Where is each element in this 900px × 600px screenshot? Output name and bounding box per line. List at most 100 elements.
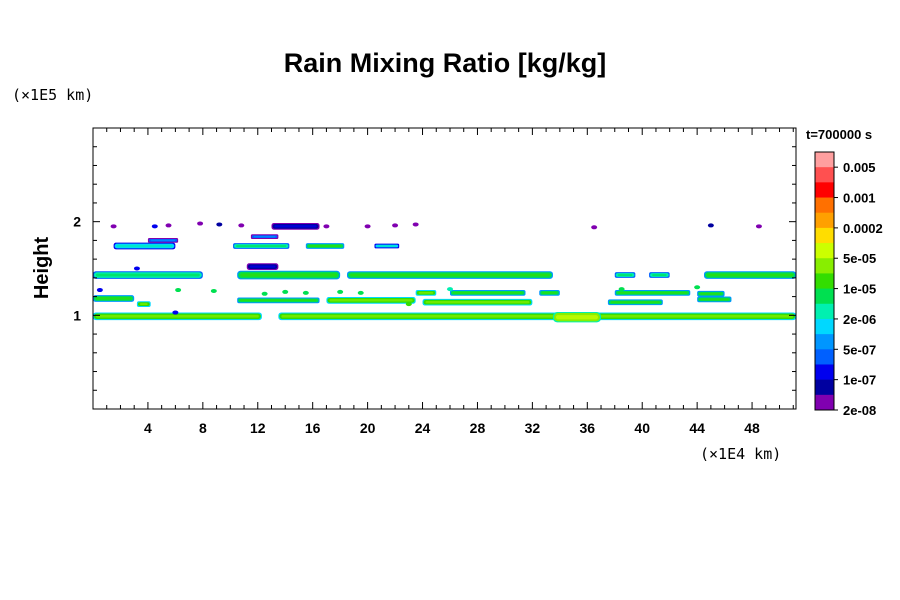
rain-cell xyxy=(302,290,309,295)
rain-band xyxy=(113,242,176,250)
rain-cell xyxy=(210,288,217,293)
rain-cell xyxy=(337,289,344,294)
rain-cell xyxy=(96,288,103,293)
rain-band-core xyxy=(350,273,550,277)
rain-cell xyxy=(261,291,268,296)
rain-band-core xyxy=(308,245,342,247)
time-label: t=700000 s xyxy=(806,127,872,142)
rain-band-core xyxy=(236,245,287,247)
colorbar-label: 0.001 xyxy=(843,191,876,206)
rain-band xyxy=(250,234,279,240)
rain-band xyxy=(607,299,663,306)
rain-band-core xyxy=(610,301,660,304)
colorbar-label: 2e-06 xyxy=(843,312,876,327)
rain-cell xyxy=(197,221,204,226)
rain-band xyxy=(93,271,203,279)
rain-band-core xyxy=(96,297,132,300)
rain-band-core xyxy=(249,265,276,268)
rain-band xyxy=(237,270,341,280)
rain-band xyxy=(697,290,725,297)
y-axis-label: Height xyxy=(31,237,53,300)
rain-cell xyxy=(364,224,371,229)
plot-data-layer xyxy=(93,221,796,323)
rain-band-core xyxy=(700,298,729,301)
rain-band xyxy=(93,295,135,302)
x-tick-label: 24 xyxy=(415,420,431,436)
colorbar-segment xyxy=(815,364,834,381)
rain-band xyxy=(93,312,262,321)
rain-band xyxy=(278,312,796,321)
rain-band-core xyxy=(274,225,317,228)
x-tick-label: 36 xyxy=(580,420,596,436)
x-tick-label: 8 xyxy=(199,420,207,436)
rain-band xyxy=(697,296,732,303)
rain-cell xyxy=(618,287,625,292)
rain-cell xyxy=(412,222,419,227)
rain-cell xyxy=(446,287,453,292)
rain-band xyxy=(246,263,279,270)
rain-cell xyxy=(151,224,158,229)
colorbar-label: 1e-07 xyxy=(843,373,876,388)
colorbar-segment xyxy=(815,197,834,214)
colorbar-segment xyxy=(815,334,834,350)
rain-cell xyxy=(238,223,245,228)
rain-band-core xyxy=(418,291,434,294)
colorbar-segment xyxy=(815,152,834,168)
rain-band xyxy=(415,289,437,296)
x-tick-label: 12 xyxy=(250,420,266,436)
x-tick-label: 44 xyxy=(689,420,705,436)
rain-band xyxy=(136,301,151,307)
colorbar-segment xyxy=(815,212,834,229)
rain-cell xyxy=(357,290,364,295)
rain-band-core xyxy=(240,299,317,302)
rain-band-core xyxy=(116,244,173,248)
colorbar-segment xyxy=(815,258,834,274)
rain-band-core xyxy=(617,274,633,276)
rain-band xyxy=(449,289,526,296)
rain-cell xyxy=(175,288,182,293)
rain-cell xyxy=(405,302,412,307)
colorbar: 0.005 0.001 0.0002 5e-05 1e-05 2e-06 5e-07 1e-0… xyxy=(814,151,883,418)
rain-band xyxy=(233,243,290,249)
rain-cell xyxy=(694,285,701,290)
x-tick-label: 20 xyxy=(360,420,376,436)
rain-band-core xyxy=(139,303,148,306)
y-axis-unit: (×1E5 km) xyxy=(12,86,94,104)
rain-band-core xyxy=(281,314,793,318)
colorbar-label: 5e-05 xyxy=(843,251,876,266)
colorbar-segment xyxy=(815,182,834,199)
rain-cell xyxy=(755,224,762,229)
rain-band xyxy=(539,289,560,296)
rain-cell xyxy=(392,223,399,228)
y-tick-label: 2 xyxy=(73,214,81,230)
colorbar-segment xyxy=(815,318,834,335)
x-tick-label: 16 xyxy=(305,420,321,436)
x-tick-label: 40 xyxy=(634,420,650,436)
rain-band-core xyxy=(329,299,413,302)
rain-band-core xyxy=(253,235,276,238)
rain-cell xyxy=(165,223,172,228)
colorbar-segment xyxy=(815,349,834,365)
rain-band-core xyxy=(96,314,259,318)
rain-band-core xyxy=(617,291,688,294)
rain-band xyxy=(374,243,400,249)
rain-cell xyxy=(110,224,117,229)
rain-band xyxy=(347,271,553,279)
colorbar-label: 1e-05 xyxy=(843,282,876,297)
rain-band-core xyxy=(425,301,530,304)
rain-band xyxy=(614,289,691,296)
colorbar-label: 5e-07 xyxy=(843,342,876,357)
rain-band xyxy=(147,237,179,243)
rain-band xyxy=(614,272,636,278)
rain-band xyxy=(704,271,796,279)
rain-band-core xyxy=(240,273,338,277)
colorbar-label: 0.005 xyxy=(843,160,876,175)
x-tick-label: 28 xyxy=(470,420,486,436)
y-tick-label: 1 xyxy=(73,307,81,323)
x-tick-label: 48 xyxy=(744,420,760,436)
rain-band-core xyxy=(555,315,599,320)
rain-band xyxy=(552,311,602,323)
rain-cell xyxy=(323,224,330,229)
